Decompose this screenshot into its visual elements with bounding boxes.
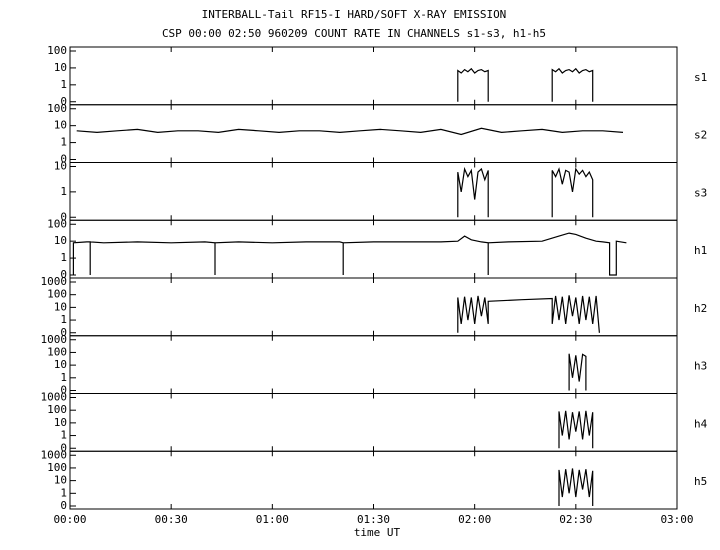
y-tick-label: 100 <box>47 403 67 416</box>
y-tick-label: 1 <box>60 185 67 198</box>
data-line <box>457 166 594 218</box>
x-tick-label: 00:00 <box>53 513 86 526</box>
y-tick-label: 1 <box>60 371 67 384</box>
y-tick-label: 1 <box>60 136 67 149</box>
y-tick-label: 10 <box>54 119 67 132</box>
x-tick-label: 01:30 <box>357 513 390 526</box>
y-tick-label: 1000 <box>41 333 68 346</box>
y-tick-label: 0 <box>60 384 67 397</box>
y-tick-label: 100 <box>47 44 67 57</box>
data-line <box>568 353 587 391</box>
y-tick-label: 100 <box>47 288 67 301</box>
panel-label: h2 <box>694 302 707 315</box>
x-tick-label: 02:00 <box>458 513 491 526</box>
x-tick-label: 02:30 <box>559 513 592 526</box>
panel-frame <box>69 104 678 163</box>
y-tick-label: 1 <box>60 486 67 499</box>
y-tick-label: 1000 <box>41 448 68 461</box>
y-tick-label: 1000 <box>41 275 68 288</box>
panel-label: s3 <box>694 186 707 199</box>
y-tick-label: 10 <box>54 61 67 74</box>
y-tick-label: 10 <box>54 416 67 429</box>
y-tick-label: 0 <box>60 326 67 339</box>
y-tick-label: 100 <box>47 461 67 474</box>
y-tick-label: 0 <box>60 441 67 454</box>
panel-frame <box>69 277 678 337</box>
x-tick-label: 01:00 <box>256 513 289 526</box>
panel-label: h3 <box>694 360 707 373</box>
y-tick-label: 10 <box>54 234 67 247</box>
data-line <box>76 127 624 136</box>
x-tick-label: 03:00 <box>660 513 693 526</box>
y-tick-label: 10 <box>54 160 67 173</box>
y-tick-label: 10 <box>54 358 67 371</box>
y-tick-label: 1 <box>60 429 67 442</box>
y-tick-label: 0 <box>60 268 67 281</box>
chart-title: INTERBALL-Tail RF15-I HARD/SOFT X-RAY EM… <box>202 8 507 21</box>
y-tick-label: 10 <box>54 474 67 487</box>
y-tick-label: 100 <box>47 102 67 115</box>
panel-label: s2 <box>694 129 707 142</box>
data-line <box>558 410 594 449</box>
panel-frame <box>69 450 678 510</box>
y-tick-label: 0 <box>60 499 67 512</box>
y-tick-label: 10 <box>54 300 67 313</box>
panel-frame <box>69 219 678 279</box>
y-tick-label: 0 <box>60 210 67 223</box>
data-line <box>558 468 594 506</box>
x-tick-label: 00:30 <box>155 513 188 526</box>
data-line <box>457 67 594 102</box>
y-tick-label: 100 <box>47 217 67 230</box>
data-line <box>457 295 600 333</box>
y-tick-label: 1 <box>60 78 67 91</box>
y-tick-label: 0 <box>60 153 67 166</box>
panel-label: h1 <box>694 244 707 257</box>
chart-subtitle: CSP 00:00 02:50 960209 COUNT RATE IN CHA… <box>162 27 546 40</box>
y-tick-label: 100 <box>47 345 67 358</box>
panel-label: h4 <box>694 417 708 430</box>
y-tick-label: 0 <box>60 95 67 108</box>
panel-frame <box>69 393 678 452</box>
panel-label: h5 <box>694 475 707 488</box>
panel-label: s1 <box>694 71 707 84</box>
panel-frame <box>69 46 678 106</box>
y-tick-label: 1000 <box>41 391 68 404</box>
x-axis-label: time UT <box>354 526 401 539</box>
y-tick-label: 1 <box>60 251 67 264</box>
panel-frame <box>69 162 678 221</box>
data-line <box>72 232 627 276</box>
y-tick-label: 1 <box>60 313 67 326</box>
